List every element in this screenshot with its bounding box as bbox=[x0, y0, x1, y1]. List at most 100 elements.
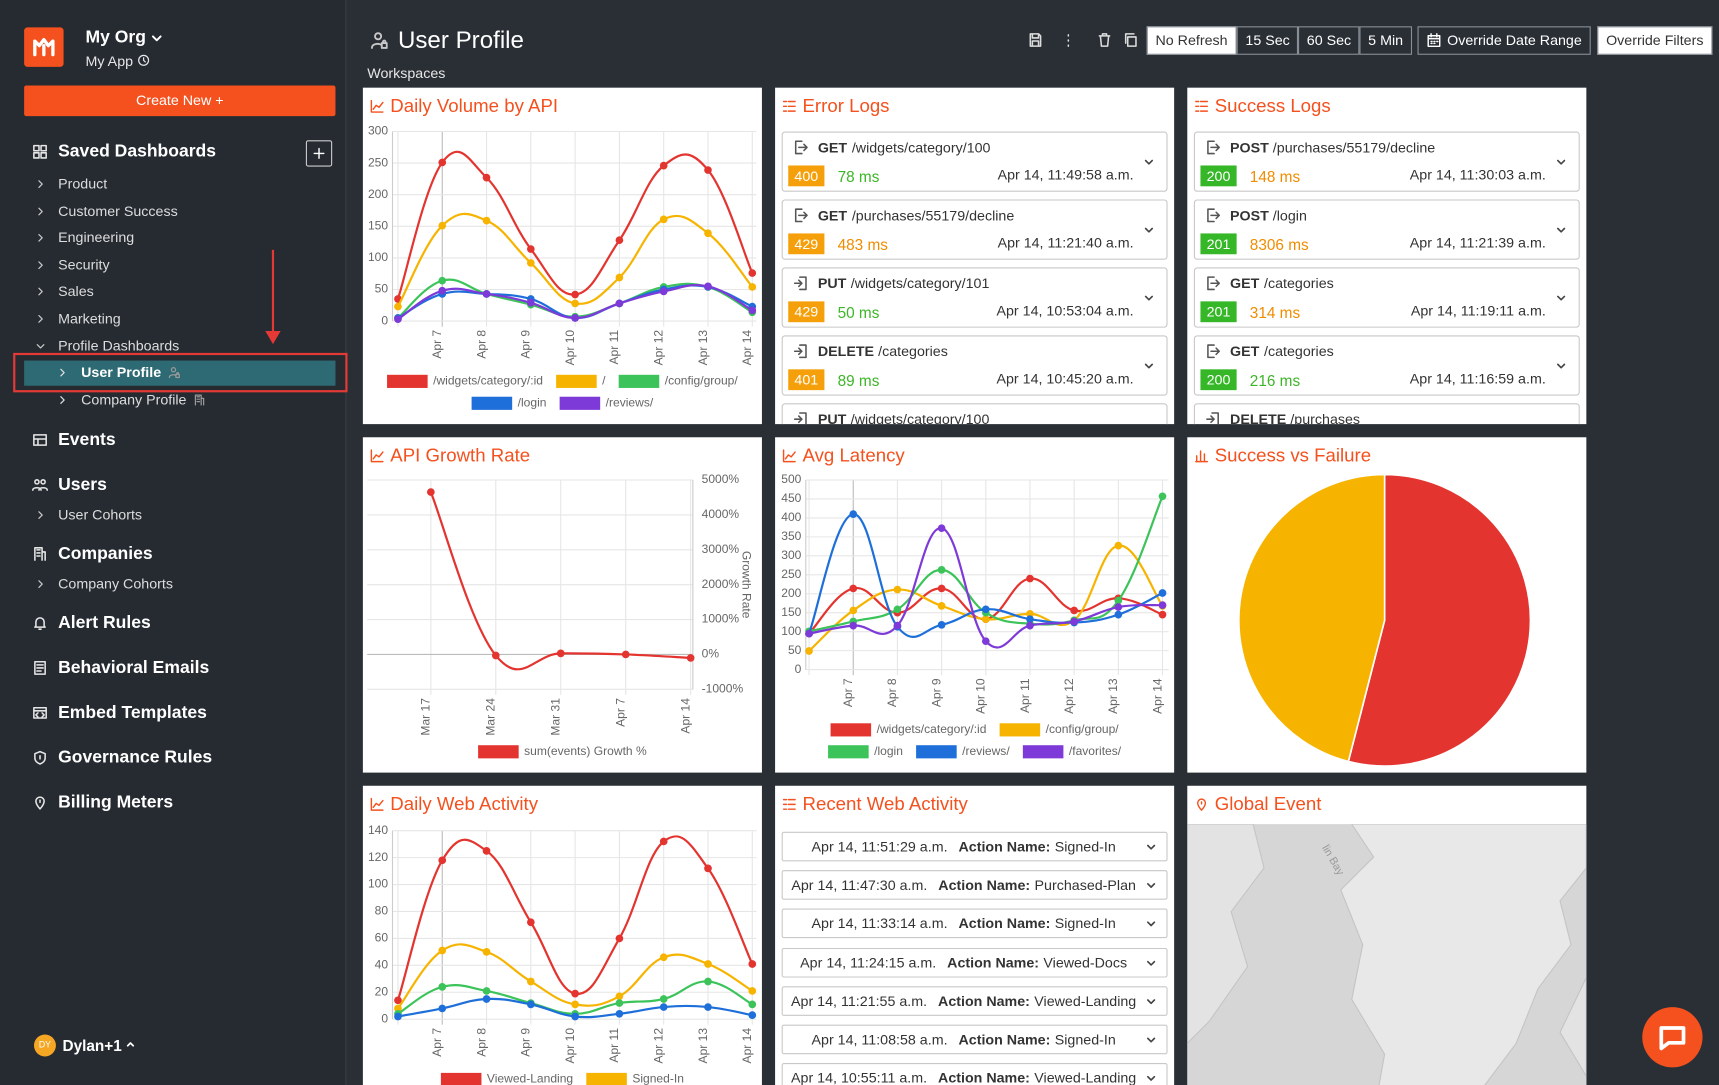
expand-chevron bbox=[1147, 1076, 1156, 1082]
activity-value: Signed-In bbox=[1054, 838, 1116, 855]
activity-label: Action Name: bbox=[958, 915, 1051, 932]
timestamp: Apr 14, 10:45:20 a.m. bbox=[996, 370, 1134, 387]
profile-dashboard[interactable]: Company Profile bbox=[81, 391, 187, 408]
profile-dashboard[interactable]: User Profile bbox=[81, 363, 162, 381]
dashboard-item[interactable]: Engineering bbox=[58, 229, 135, 246]
expand-chevron bbox=[1147, 960, 1156, 966]
log-entry[interactable]: POST/login 201 8306 ms Apr 14, 11:21:39 a.m… bbox=[1193, 199, 1580, 260]
nav-item[interactable]: Governance Rules bbox=[58, 748, 213, 768]
activity-value: Viewed-Landing bbox=[1034, 1069, 1137, 1085]
filters-button[interactable]: Override Filters bbox=[1597, 26, 1713, 55]
method-icon-glyph bbox=[794, 208, 808, 223]
activity-entry[interactable]: Apr 14, 11:47:30 a.m. Action Name: Purchas… bbox=[781, 870, 1168, 900]
chat-icon bbox=[1659, 1026, 1686, 1051]
expand-chevron-glyph bbox=[1557, 363, 1566, 369]
chevron-glyph bbox=[36, 343, 45, 349]
widget-icon-glyph bbox=[782, 798, 796, 810]
activity-entry[interactable]: Apr 14, 11:24:15 a.m. Action Name: Viewed-… bbox=[781, 947, 1168, 978]
refresh-option[interactable]: 15 Sec bbox=[1236, 26, 1299, 55]
widget-title: Success vs Failure bbox=[1214, 444, 1372, 466]
log-entry[interactable]: GET/categories 201 314 ms Apr 14, 11:19:11 … bbox=[1193, 267, 1580, 328]
method-icon bbox=[793, 276, 807, 291]
nav-icon-glyph bbox=[35, 796, 45, 810]
nav-item[interactable]: Billing Meters bbox=[58, 793, 174, 813]
nav-icon-glyph bbox=[34, 661, 46, 675]
date-range-button[interactable]: Override Date Range bbox=[1417, 26, 1591, 55]
toolbar-save bbox=[1029, 33, 1042, 47]
activity-entry[interactable]: Apr 14, 11:08:58 a.m. Action Name: Signed-… bbox=[781, 1024, 1168, 1055]
expand-chevron bbox=[1557, 363, 1566, 369]
profile-icon bbox=[370, 32, 388, 49]
latency: 483 ms bbox=[837, 235, 888, 254]
dashboard-item[interactable]: Profile Dashboards bbox=[58, 337, 180, 354]
method-icon bbox=[794, 140, 808, 155]
nav-item[interactable]: Companies bbox=[58, 544, 153, 564]
widget-panel: Error Logs GET/widgets/category/100 400 78 … bbox=[775, 87, 1175, 425]
activity-text: Apr 14, 11:47:30 a.m. Action Name: Purchas… bbox=[783, 871, 1145, 898]
dashboard-item[interactable]: Marketing bbox=[58, 310, 121, 327]
nav-subitem[interactable]: Company Cohorts bbox=[58, 575, 173, 592]
map[interactable]: lin Bay bbox=[1187, 824, 1587, 1085]
activity-entry[interactable]: Apr 14, 11:51:29 a.m. Action Name: Signed-… bbox=[781, 831, 1168, 862]
chevron bbox=[36, 343, 45, 349]
latency: 148 ms bbox=[1249, 167, 1301, 186]
widget-panel: Success vs Failure bbox=[1187, 437, 1587, 773]
dashboard-item[interactable]: Sales bbox=[58, 283, 94, 300]
dashboard-item[interactable]: Customer Success bbox=[58, 202, 178, 219]
widget-panel: Daily Web Activity bbox=[362, 785, 762, 1085]
request-path: /purchases bbox=[1290, 410, 1361, 425]
user-name[interactable]: Dylan+1 bbox=[62, 1036, 122, 1055]
log-entry[interactable]: GET/purchases/55179/decline 429 483 ms Apr … bbox=[781, 199, 1168, 260]
nav-subitem[interactable]: User Cohorts bbox=[58, 506, 143, 523]
land bbox=[1187, 824, 1265, 1045]
activity-value: Viewed-Docs bbox=[1043, 954, 1128, 971]
create-button[interactable]: Create New + bbox=[24, 85, 336, 117]
highlight-box bbox=[13, 352, 348, 393]
widget-icon bbox=[370, 797, 384, 811]
widget-title: API Growth Rate bbox=[390, 444, 531, 466]
expand-chevron-glyph bbox=[1147, 960, 1156, 966]
toolbar-copy-glyph bbox=[1124, 33, 1137, 47]
chevron bbox=[38, 207, 43, 215]
refresh-option[interactable]: No Refresh bbox=[1146, 26, 1237, 55]
log-entry[interactable]: PUT/widgets/category/100 bbox=[781, 403, 1168, 425]
refresh-option[interactable]: 5 Min bbox=[1359, 26, 1412, 55]
status-badge: 200 bbox=[1200, 165, 1237, 187]
request-path: /widgets/category/100 bbox=[851, 139, 991, 156]
log-entry[interactable]: PUT/widgets/category/101 429 50 ms Apr 14, … bbox=[781, 267, 1168, 328]
method-icon bbox=[793, 412, 807, 425]
method-icon-glyph bbox=[793, 412, 807, 425]
activity-entry[interactable]: Apr 14, 10:55:11 a.m. Action Name: Viewed-… bbox=[781, 1063, 1168, 1085]
nav-item[interactable]: Embed Templates bbox=[58, 703, 207, 723]
widget-panel: Avg Latency bbox=[775, 437, 1175, 773]
http-method: POST bbox=[1230, 139, 1269, 156]
log-entry[interactable]: GET/categories 200 216 ms Apr 14, 11:16:59 … bbox=[1193, 335, 1580, 396]
activity-entry[interactable]: Apr 14, 11:21:55 a.m. Action Name: Viewed-… bbox=[781, 986, 1168, 1016]
status-badge: 429 bbox=[788, 301, 825, 323]
log-entry[interactable]: DELETE/categories 401 89 ms Apr 14, 10:45:2… bbox=[781, 335, 1168, 396]
chevron bbox=[38, 580, 43, 589]
widget-title: Daily Web Activity bbox=[390, 793, 539, 815]
dashboard-item[interactable]: Product bbox=[58, 175, 108, 192]
app-switch-glyph bbox=[138, 54, 150, 66]
method-icon-glyph bbox=[1206, 412, 1219, 425]
org-name: My Org bbox=[85, 28, 146, 48]
http-method: GET bbox=[817, 207, 848, 224]
org-menu bbox=[151, 35, 162, 42]
log-entry[interactable]: GET/widgets/category/100 400 78 ms Apr 14, … bbox=[781, 131, 1168, 192]
nav-item[interactable]: Users bbox=[58, 475, 107, 495]
log-entry[interactable]: DELETE/purchases bbox=[1193, 403, 1580, 425]
log-entry[interactable]: POST/purchases/55179/decline 200 148 ms Apr… bbox=[1193, 131, 1580, 192]
nav-item[interactable]: Events bbox=[58, 430, 116, 450]
chat-button[interactable] bbox=[1642, 1007, 1703, 1068]
add-dashboard[interactable] bbox=[305, 140, 333, 167]
dashboard-type-glyph bbox=[194, 394, 205, 406]
activity-entry[interactable]: Apr 14, 11:33:14 a.m. Action Name: Signed-… bbox=[781, 908, 1168, 939]
request-path: /categories bbox=[1264, 343, 1334, 360]
dashboard-item[interactable]: Security bbox=[58, 256, 110, 273]
refresh-option[interactable]: 60 Sec bbox=[1298, 26, 1360, 55]
nav-item[interactable]: Behavioral Emails bbox=[58, 658, 210, 678]
nav-item[interactable]: Alert Rules bbox=[58, 613, 151, 633]
toolbar-save-glyph bbox=[1029, 33, 1042, 47]
